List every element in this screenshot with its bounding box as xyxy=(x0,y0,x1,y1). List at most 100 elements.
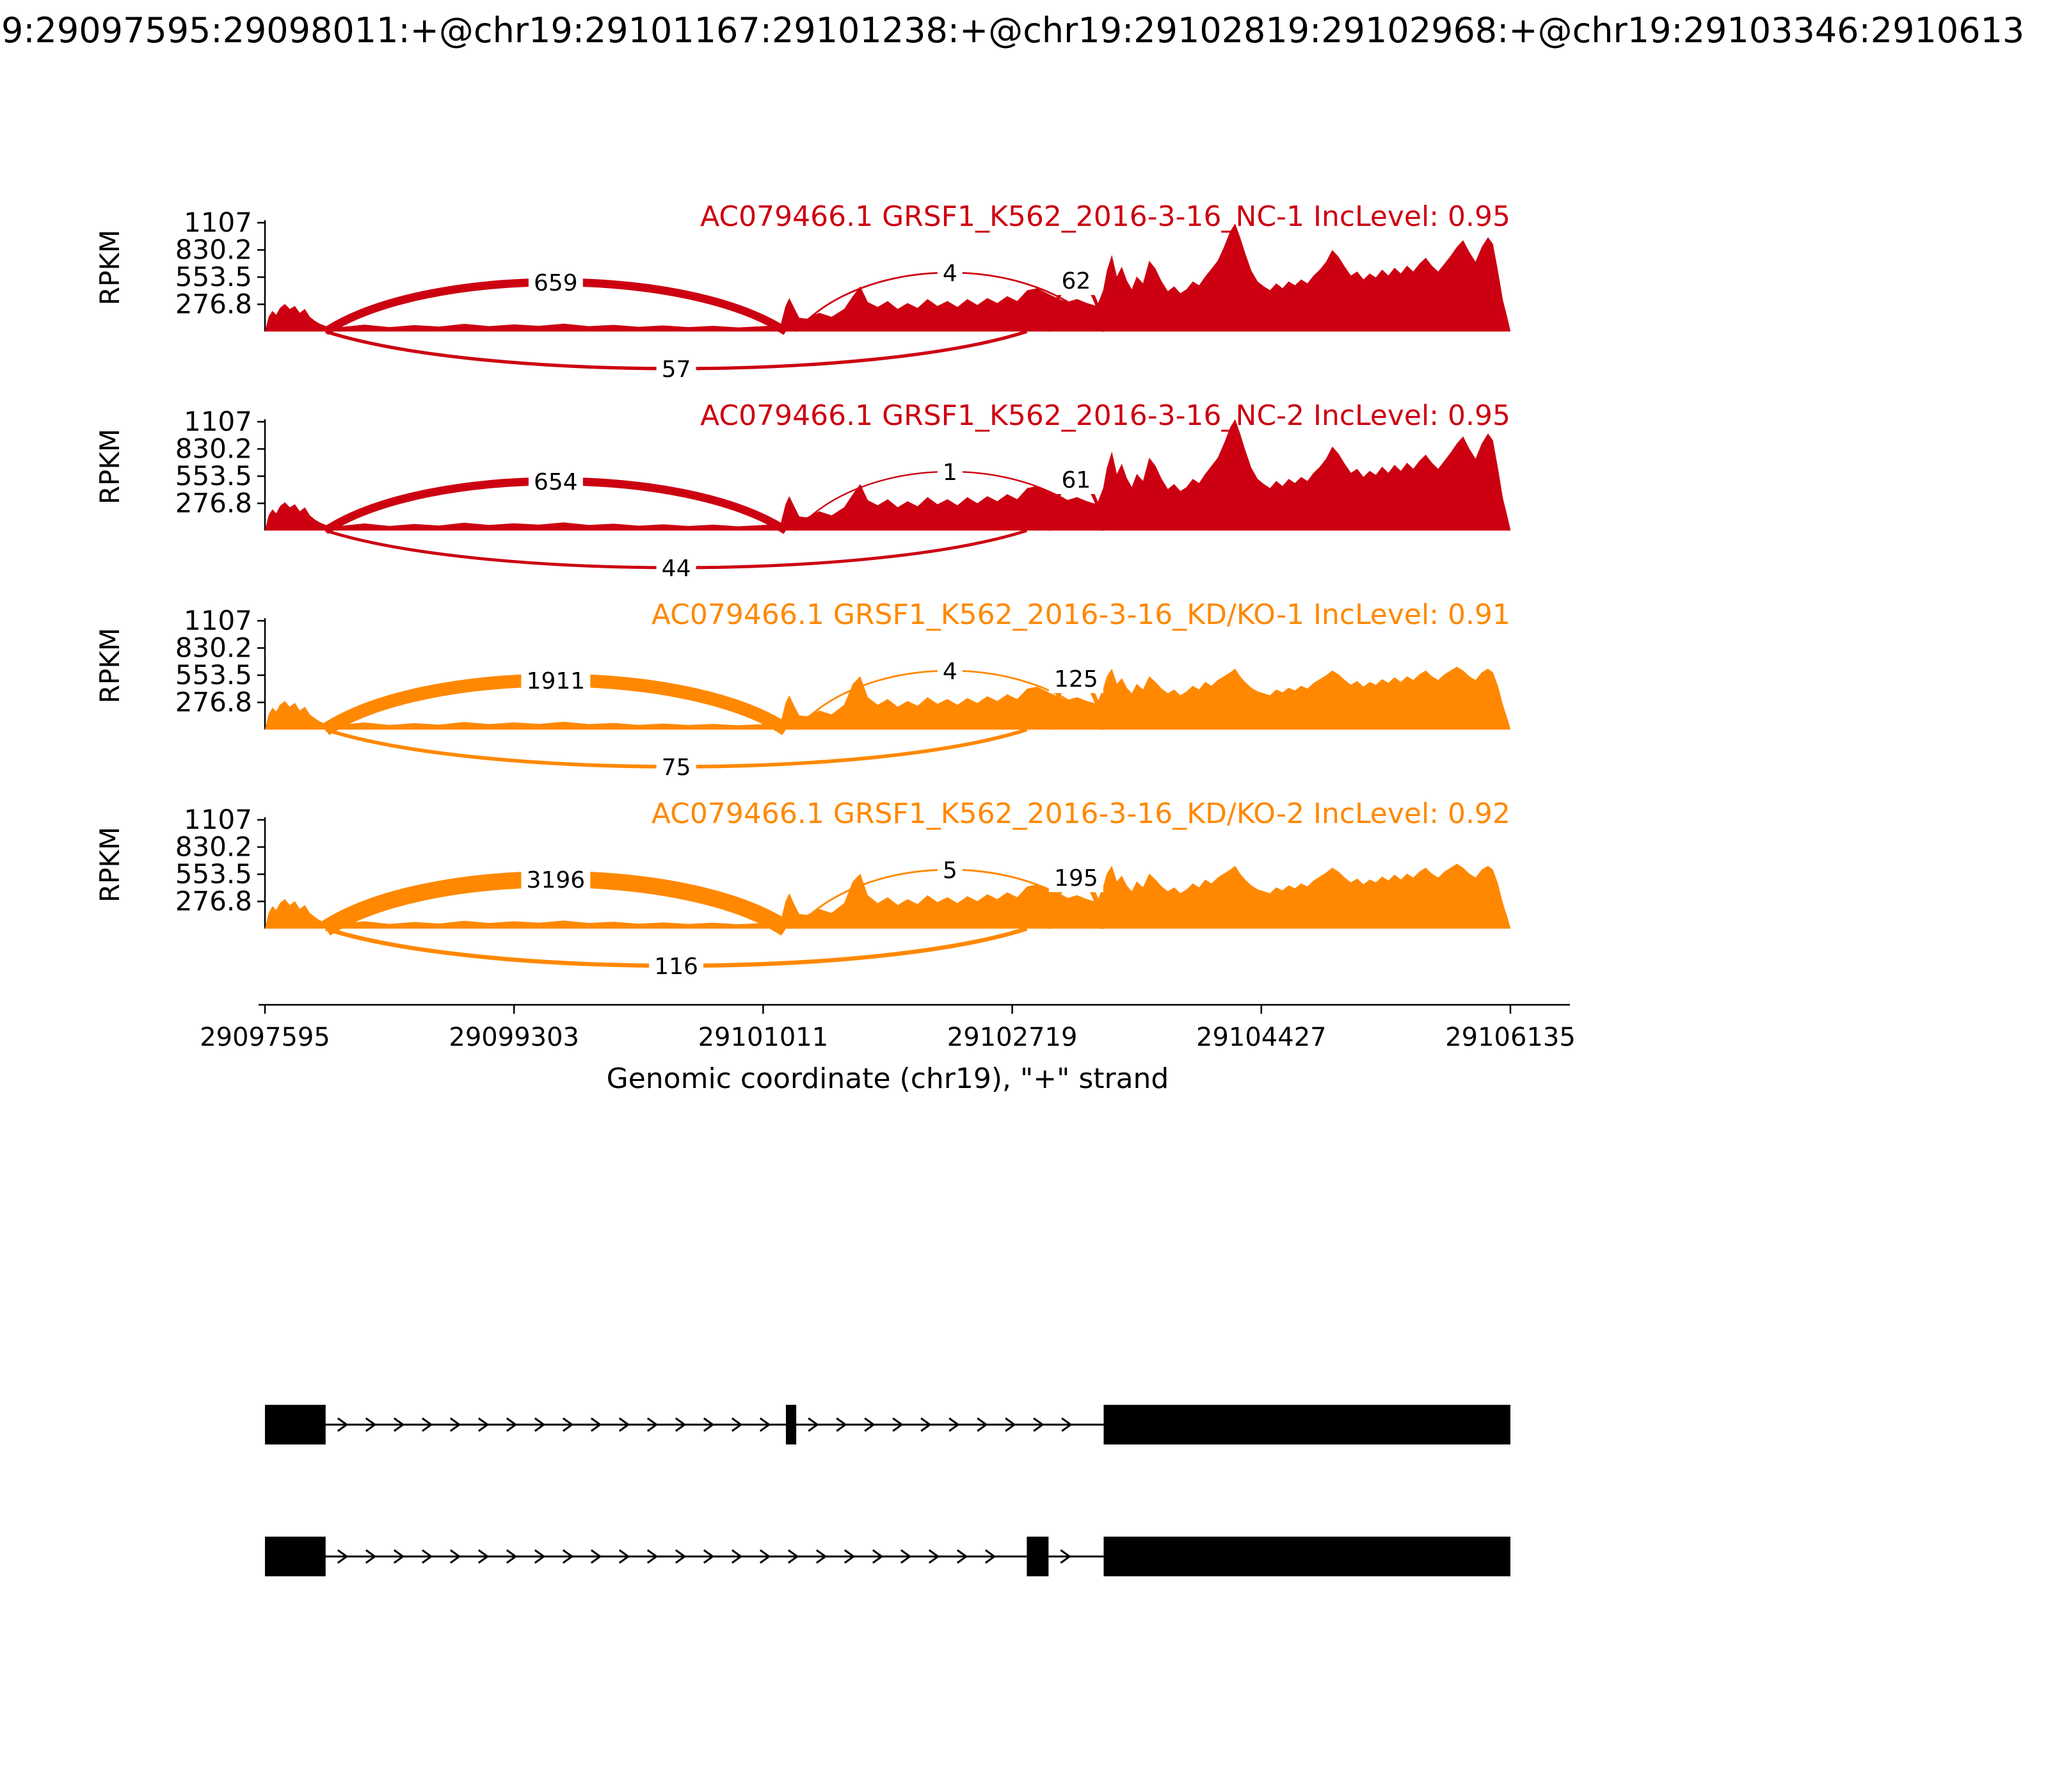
y-tick-label: 830.2 xyxy=(175,831,252,863)
strand-direction-arrow xyxy=(731,1417,743,1432)
x-tick-label: 29097595 xyxy=(200,1023,330,1052)
junction-count-bg xyxy=(656,752,696,781)
junction-count-bg xyxy=(1048,664,1103,693)
y-tick-label: 1107 xyxy=(184,406,252,437)
gene-model-exon xyxy=(1103,1405,1510,1444)
y-tick-label: 276.8 xyxy=(175,288,252,319)
y-axis-title: RPKM xyxy=(94,628,125,703)
strand-direction-arrow xyxy=(646,1417,659,1432)
strand-direction-arrow xyxy=(1033,1417,1044,1432)
strand-direction-arrow xyxy=(1005,1417,1016,1432)
junction-count-label: 44 xyxy=(662,556,691,582)
strand-direction-arrow xyxy=(534,1549,546,1564)
strand-direction-arrow xyxy=(815,1549,828,1564)
strand-direction-arrow xyxy=(365,1417,377,1432)
x-tick-label: 29106135 xyxy=(1445,1023,1576,1052)
track-title-kdko-1: AC079466.1 GRSF1_K562_2016-3-16_KD/KO-1 … xyxy=(651,598,1510,631)
strand-direction-arrow xyxy=(787,1549,799,1564)
strand-direction-arrow xyxy=(337,1417,349,1432)
y-tick-label: 1107 xyxy=(184,605,252,636)
junction-count-bg xyxy=(937,457,963,486)
junction-count-label: 116 xyxy=(654,954,698,980)
junction-count-label: 125 xyxy=(1054,666,1098,692)
strand-direction-arrow xyxy=(872,1549,884,1564)
junction-count-bg xyxy=(937,855,963,884)
junction-count-label: 1 xyxy=(943,460,957,486)
strand-direction-arrow xyxy=(703,1417,715,1432)
y-axis-title: RPKM xyxy=(94,429,125,504)
y-axis-title: RPKM xyxy=(94,230,125,305)
junction-count-label: 659 xyxy=(534,270,578,296)
gene-model-exon xyxy=(1027,1537,1049,1576)
strand-direction-arrow xyxy=(337,1549,349,1564)
strand-direction-arrow xyxy=(808,1417,819,1432)
y-tick-label: 276.8 xyxy=(175,487,252,518)
y-tick-label: 830.2 xyxy=(175,433,252,465)
strand-direction-arrow xyxy=(421,1549,433,1564)
coverage-area xyxy=(265,666,1510,730)
junction-count-label: 4 xyxy=(943,659,957,685)
y-tick-label: 1107 xyxy=(184,804,252,835)
junction-count-bg xyxy=(1056,465,1096,494)
strand-direction-arrow xyxy=(1061,1417,1073,1432)
junction-count-label: 4 xyxy=(943,260,957,287)
event-coordinates-title: 9:29097595:29098011:+@chr19:29101167:291… xyxy=(1,10,2025,51)
strand-direction-arrow xyxy=(421,1417,433,1432)
strand-direction-arrow xyxy=(562,1549,574,1564)
strand-direction-arrow xyxy=(900,1549,912,1564)
track-title-nc-2: AC079466.1 GRSF1_K562_2016-3-16_NC-2 Inc… xyxy=(700,399,1510,432)
strand-direction-arrow xyxy=(759,1417,771,1432)
coverage-area xyxy=(265,863,1510,929)
junction-count-bg xyxy=(1056,266,1096,295)
gene-model-exon xyxy=(265,1405,326,1444)
junction-count-label: 5 xyxy=(943,858,957,884)
y-tick-label: 553.5 xyxy=(175,460,252,492)
y-tick-label: 553.5 xyxy=(175,858,252,890)
y-tick-label: 830.2 xyxy=(175,234,252,266)
strand-direction-arrow xyxy=(646,1549,659,1564)
strand-direction-arrow xyxy=(477,1549,490,1564)
x-axis-title: Genomic coordinate (chr19), "+" strand xyxy=(606,1062,1169,1095)
strand-direction-arrow xyxy=(562,1417,574,1432)
strand-direction-arrow xyxy=(759,1549,771,1564)
y-tick-label: 553.5 xyxy=(175,659,252,691)
junction-count-bg xyxy=(656,553,696,582)
strand-direction-arrow xyxy=(506,1417,518,1432)
y-tick-label: 276.8 xyxy=(175,885,252,916)
junction-count-label: 57 xyxy=(662,356,691,383)
strand-direction-arrow xyxy=(703,1549,715,1564)
junction-count-bg xyxy=(937,258,963,287)
gene-model-exon xyxy=(265,1537,326,1576)
strand-direction-arrow xyxy=(984,1549,996,1564)
strand-direction-arrow xyxy=(731,1549,743,1564)
strand-direction-arrow xyxy=(956,1549,968,1564)
strand-direction-arrow xyxy=(618,1417,630,1432)
coverage-area xyxy=(265,223,1510,332)
strand-direction-arrow xyxy=(844,1549,856,1564)
coverage-area xyxy=(265,419,1510,531)
strand-direction-arrow xyxy=(449,1549,461,1564)
y-tick-label: 553.5 xyxy=(175,261,252,292)
strand-direction-arrow xyxy=(534,1417,546,1432)
strand-direction-arrow xyxy=(393,1417,405,1432)
junction-count-label: 195 xyxy=(1054,865,1098,892)
junction-count-label: 61 xyxy=(1062,467,1091,493)
junction-count-bg xyxy=(937,656,963,685)
junction-count-label: 1911 xyxy=(527,668,586,694)
junction-count-label: 3196 xyxy=(527,867,586,893)
strand-direction-arrow xyxy=(477,1417,490,1432)
y-tick-label: 276.8 xyxy=(175,686,252,717)
junction-count-label: 62 xyxy=(1062,268,1091,294)
strand-direction-arrow xyxy=(836,1417,847,1432)
strand-direction-arrow xyxy=(948,1417,960,1432)
junction-count-bg xyxy=(1048,863,1103,892)
y-tick-label: 830.2 xyxy=(175,632,252,664)
junction-count-bg xyxy=(528,467,583,496)
junction-count-label: 75 xyxy=(662,755,691,781)
junction-count-label: 654 xyxy=(534,469,578,495)
junction-count-bg xyxy=(528,268,583,297)
strand-direction-arrow xyxy=(977,1417,988,1432)
junction-count-bg xyxy=(656,354,696,383)
